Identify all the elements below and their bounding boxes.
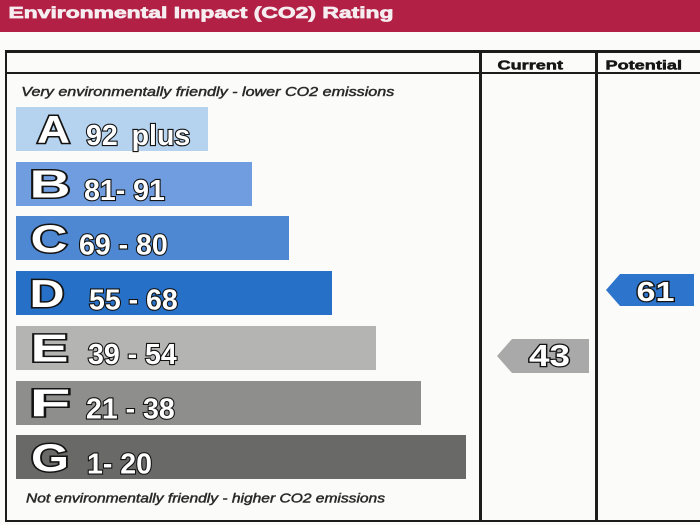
svg-text:81- 91: 81- 91 (84, 175, 165, 207)
svg-text:92 plus: 92 plus (86, 120, 190, 152)
svg-text:F: F (30, 382, 71, 425)
svg-text:43: 43 (529, 338, 570, 373)
svg-text:B: B (30, 164, 71, 207)
svg-text:69 - 80: 69 - 80 (79, 230, 168, 262)
svg-text:1- 20: 1- 20 (87, 448, 152, 480)
svg-text:21 - 38: 21 - 38 (86, 394, 175, 426)
svg-text:Not environmentally friendly -: Not environmentally friendly - higher CO… (26, 491, 385, 505)
svg-text:Very environmentally friendly: Very environmentally friendly - lower CO… (21, 85, 394, 99)
svg-text:Environmental Impact (CO2) Rat: Environmental Impact (CO2) Rating (9, 5, 394, 22)
svg-text:Current: Current (498, 58, 564, 73)
svg-text:39 - 54: 39 - 54 (88, 339, 177, 371)
svg-text:A: A (37, 109, 70, 152)
svg-text:61: 61 (637, 276, 675, 307)
svg-text:Potential: Potential (606, 58, 683, 73)
svg-text:G: G (31, 437, 69, 480)
svg-text:55 - 68: 55 - 68 (89, 284, 178, 316)
svg-text:C: C (31, 218, 68, 261)
svg-text:E: E (31, 328, 69, 371)
svg-text:D: D (30, 273, 65, 316)
